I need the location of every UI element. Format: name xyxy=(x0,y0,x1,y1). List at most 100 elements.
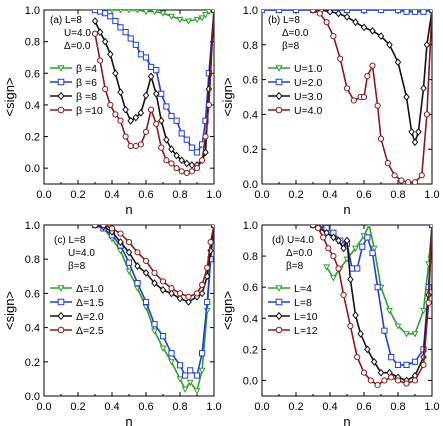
data-point xyxy=(330,253,337,260)
data-point xyxy=(143,10,149,16)
y-tick-label: 0.4 xyxy=(243,109,258,121)
data-point xyxy=(418,172,425,179)
data-point xyxy=(125,268,133,275)
data-point xyxy=(198,15,206,22)
data-point xyxy=(163,103,170,110)
data-point xyxy=(405,179,412,184)
data-point xyxy=(148,63,155,71)
data-point xyxy=(335,265,342,272)
y-tick-label: 0.2 xyxy=(243,144,258,156)
data-point xyxy=(411,331,419,338)
legend-entry: U=1.0 xyxy=(268,63,322,75)
legend-marker xyxy=(275,311,283,321)
data-point xyxy=(187,367,194,374)
data-point xyxy=(158,144,165,151)
data-point xyxy=(403,93,410,101)
data-point xyxy=(132,143,139,150)
y-tick-label: 0.8 xyxy=(25,254,40,266)
panel-b: 0.0 0.2 0.4 0.6 0.8 1.0 0.0 0.2 0.4 0.6 0.8 1.0 n <si… xyxy=(220,5,440,217)
y-tick-label: 0.6 xyxy=(25,288,40,300)
y-tick-label: 0.0 xyxy=(25,391,40,403)
data-point xyxy=(163,157,170,164)
data-point xyxy=(134,249,141,256)
data-point xyxy=(168,145,175,154)
x-tick-label: 0.4 xyxy=(104,401,119,413)
data-point xyxy=(186,379,194,386)
data-point xyxy=(151,10,158,16)
legend-marker xyxy=(57,298,65,306)
y-tick-label: 0.8 xyxy=(243,40,258,52)
data-point xyxy=(168,112,175,120)
data-point xyxy=(420,10,427,15)
data-point xyxy=(168,289,175,298)
panel-d: 0.0 0.2 0.4 0.6 0.8 1.0 0.0 0.2 0.4 0.6 0.8 1.0 n <si… xyxy=(220,220,440,426)
y-tick-label: 0.8 xyxy=(25,37,40,49)
data-point xyxy=(292,10,300,14)
data-point xyxy=(199,350,206,357)
data-point xyxy=(386,307,393,315)
legend-marker xyxy=(275,106,283,114)
data-point xyxy=(364,73,371,80)
data-point xyxy=(125,259,133,266)
panel-label: (d) U=4.0 xyxy=(272,235,314,246)
data-point xyxy=(102,86,109,93)
data-point xyxy=(360,10,368,14)
data-point xyxy=(206,10,212,16)
data-point xyxy=(134,262,141,270)
data-point xyxy=(352,245,359,252)
data-point xyxy=(188,161,196,169)
data-point xyxy=(107,50,114,59)
data-point xyxy=(391,172,398,179)
data-point xyxy=(411,377,419,384)
y-tick-label: 0.2 xyxy=(25,357,40,369)
data-point xyxy=(415,127,422,136)
data-point xyxy=(411,138,419,147)
data-point xyxy=(374,382,381,389)
data-point xyxy=(132,41,139,48)
data-point xyxy=(159,286,167,294)
x-tick-label: 0.6 xyxy=(138,189,153,201)
data-point xyxy=(420,361,427,368)
x-tick-label: 0.4 xyxy=(104,189,119,201)
data-point xyxy=(423,40,431,49)
data-point xyxy=(137,141,145,148)
legend-label: U=4.0 xyxy=(294,105,322,117)
data-point xyxy=(148,106,155,113)
legend-entry: U=4.0 xyxy=(268,105,322,117)
data-point xyxy=(329,275,337,282)
data-point xyxy=(352,18,359,27)
legend-entry: U=3.0 xyxy=(268,91,322,103)
data-point xyxy=(359,243,366,250)
data-point xyxy=(91,30,99,37)
data-point xyxy=(112,69,119,78)
legend-label: β =6 xyxy=(76,77,97,89)
data-point xyxy=(185,293,192,300)
data-point xyxy=(398,177,405,184)
y-tick-label: 0.8 xyxy=(243,251,258,263)
data-point xyxy=(117,88,124,97)
legend-entry: Δ=1.5 xyxy=(50,297,104,309)
data-point xyxy=(151,269,158,276)
data-point xyxy=(335,10,342,18)
annotation: Δ=0.0 xyxy=(64,41,91,52)
panel-label: (a) L=8 xyxy=(50,15,82,26)
data-point xyxy=(315,225,322,232)
data-point xyxy=(205,101,213,108)
data-point xyxy=(354,265,361,272)
data-point xyxy=(97,57,104,64)
data-point xyxy=(107,101,114,108)
data-point xyxy=(176,376,184,383)
x-axis-label: n xyxy=(125,202,132,217)
data-point xyxy=(394,361,402,369)
legend-marker xyxy=(275,91,283,101)
data-point xyxy=(204,264,211,271)
data-point xyxy=(335,236,342,245)
data-point xyxy=(158,90,165,97)
data-point xyxy=(91,10,99,14)
data-point xyxy=(364,345,371,354)
data-point xyxy=(168,13,175,20)
data-point xyxy=(168,359,175,366)
data-point xyxy=(176,294,184,303)
data-point xyxy=(122,105,129,114)
x-tick-label: 0.2 xyxy=(70,189,85,201)
